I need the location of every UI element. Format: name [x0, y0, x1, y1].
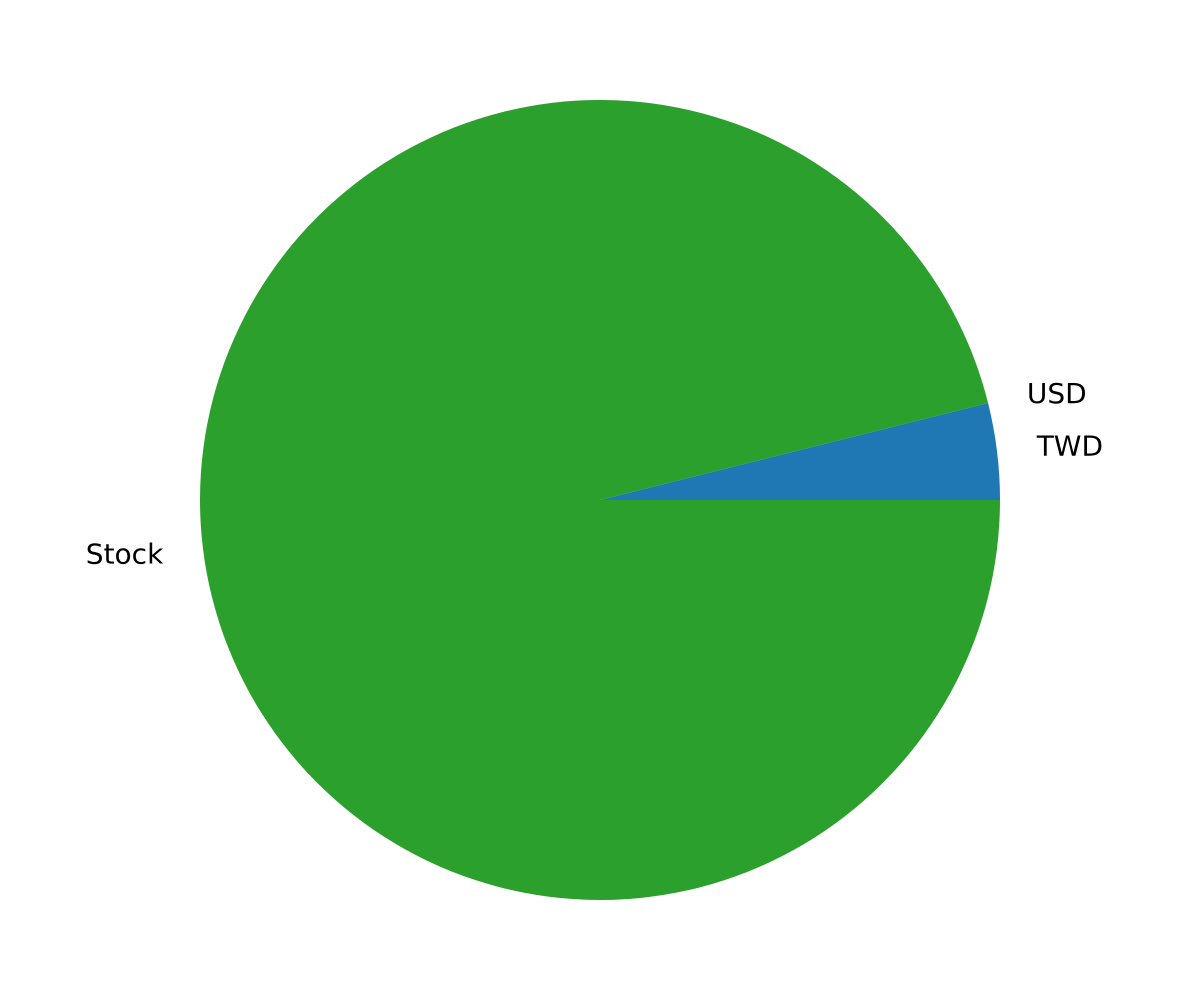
pie-slice-stock [200, 99, 1001, 900]
pie-label-twd: TWD [1036, 430, 1103, 463]
pie-labels: TWD USD Stock [86, 377, 1103, 571]
pie-label-stock: Stock [86, 537, 164, 570]
pie-slice-twd [600, 402, 1000, 500]
pie-slices [200, 99, 1001, 900]
pie-label-usd: USD [1027, 377, 1087, 410]
